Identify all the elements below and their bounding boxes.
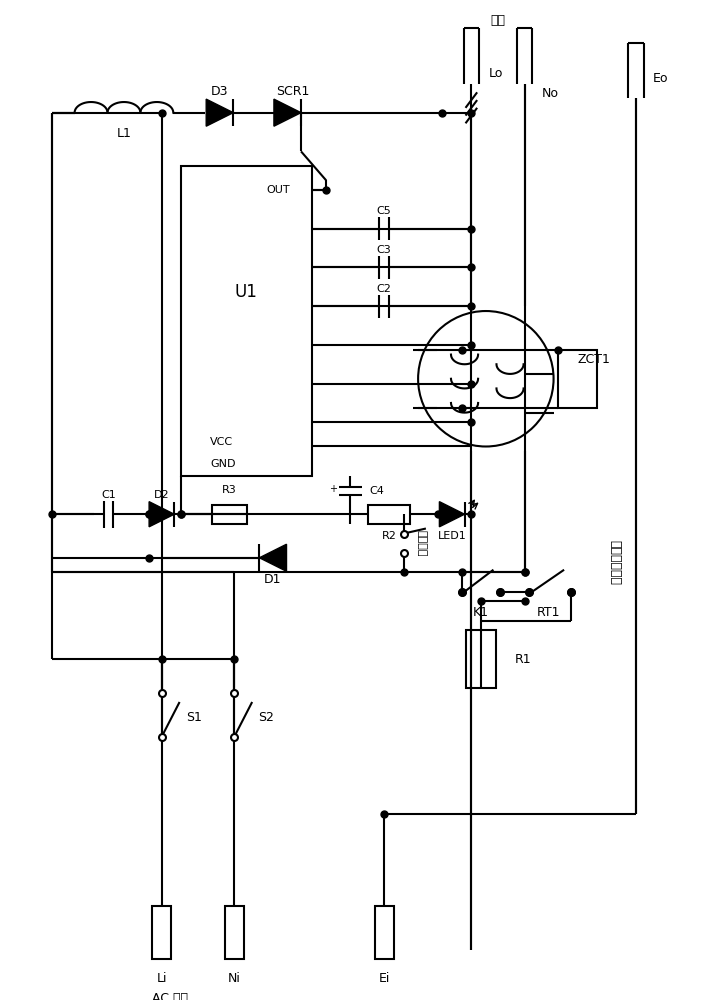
Text: 温度保护开关: 温度保护开关	[608, 540, 621, 585]
Text: C5: C5	[377, 206, 392, 216]
Text: GND: GND	[210, 459, 236, 469]
Polygon shape	[260, 544, 286, 571]
Polygon shape	[149, 502, 174, 527]
Text: U1: U1	[234, 283, 257, 301]
Polygon shape	[440, 502, 465, 527]
Bar	[368, 505, 411, 524]
Bar	[212, 505, 247, 524]
Text: R3: R3	[222, 485, 237, 495]
Text: Ei: Ei	[379, 972, 390, 985]
Bar	[152, 906, 171, 959]
Text: Lo: Lo	[489, 67, 503, 80]
Text: S1: S1	[186, 711, 202, 724]
Text: D2: D2	[154, 490, 169, 500]
Text: Eo: Eo	[654, 72, 669, 85]
Text: C1: C1	[101, 490, 116, 500]
Text: AC 输入: AC 输入	[152, 992, 188, 1000]
Bar	[375, 906, 394, 959]
Polygon shape	[206, 99, 234, 126]
Text: R2: R2	[382, 531, 396, 541]
Text: K1: K1	[473, 606, 489, 619]
Text: VCC: VCC	[210, 437, 234, 447]
Text: Ni: Ni	[228, 972, 241, 985]
Text: L1: L1	[116, 127, 132, 140]
Text: R1: R1	[515, 653, 531, 666]
Bar	[181, 166, 312, 476]
Bar	[558, 350, 597, 408]
Text: SCR1: SCR1	[275, 85, 309, 98]
Text: C2: C2	[377, 284, 392, 294]
Bar	[466, 630, 495, 688]
Text: C3: C3	[377, 245, 392, 255]
Text: C4: C4	[369, 486, 385, 496]
Text: RT1: RT1	[537, 606, 560, 619]
Text: ZCT1: ZCT1	[578, 353, 611, 366]
Text: S2: S2	[258, 711, 274, 724]
Polygon shape	[274, 99, 301, 126]
Text: +: +	[329, 484, 337, 494]
Text: 试验按键: 试验按键	[416, 530, 426, 557]
Text: 输出: 输出	[490, 14, 505, 27]
Text: LED1: LED1	[437, 531, 466, 541]
Text: No: No	[542, 87, 559, 100]
Text: D3: D3	[211, 85, 228, 98]
Text: OUT: OUT	[266, 185, 290, 195]
Bar	[225, 906, 244, 959]
Text: Li: Li	[156, 972, 167, 985]
Text: D1: D1	[264, 573, 282, 586]
